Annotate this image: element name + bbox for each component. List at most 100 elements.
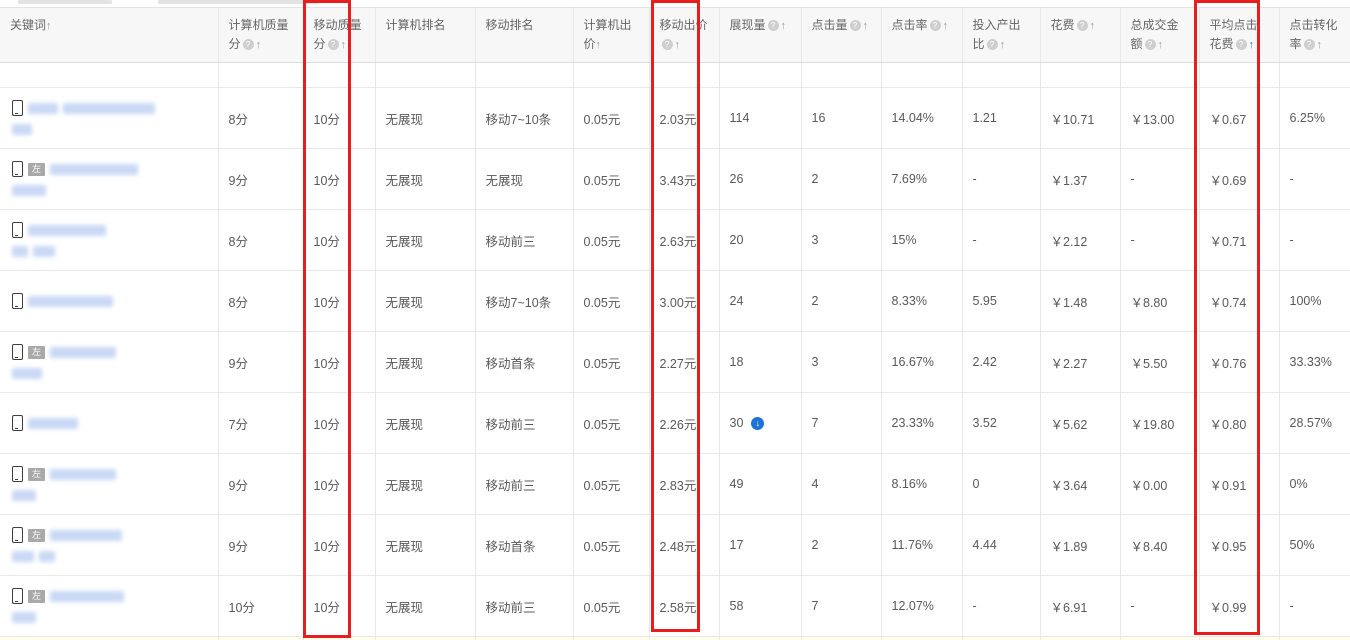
tail-cell xyxy=(475,636,574,640)
mobile-quality-score-cell: 10分 xyxy=(303,392,376,454)
help-icon[interactable]: ? xyxy=(242,39,254,50)
impressions-value: 114 xyxy=(729,111,750,125)
table-row[interactable]: 8分 10分 无展现 移动7~10条 0.05元 3.00元 24 2 8.33% 5.95 ￥1.… xyxy=(0,270,1350,332)
tail-cell xyxy=(1279,636,1350,640)
sort-ascending-icon[interactable]: ↑ xyxy=(780,20,787,32)
column-header-label: 计算机质量分 xyxy=(228,18,289,51)
redacted-keyword-subtext xyxy=(39,550,55,562)
help-icon[interactable]: ? xyxy=(1076,20,1088,31)
column-header-6[interactable]: 移动出价? ↑ xyxy=(649,7,720,63)
help-icon[interactable]: ? xyxy=(1144,39,1156,50)
sort-ascending-icon[interactable]: ↑ xyxy=(674,39,681,51)
column-header-label: 投入产出比 xyxy=(972,18,1021,51)
keyword-cell[interactable] xyxy=(0,209,219,271)
clicks-cell: 3 xyxy=(801,209,882,271)
sort-ascending-icon[interactable]: ↑ xyxy=(340,39,347,51)
sort-ascending-icon[interactable]: ↑ xyxy=(1316,39,1323,51)
keyword-cell[interactable] xyxy=(0,392,219,454)
clicks-cell: 7 xyxy=(801,392,882,454)
help-icon[interactable]: ? xyxy=(767,20,779,31)
impressions-value: 24 xyxy=(729,294,744,308)
partial-cell xyxy=(962,62,1041,88)
cost-cell: ￥5.62 xyxy=(1040,392,1121,454)
help-icon[interactable]: ? xyxy=(849,20,861,31)
column-header-1[interactable]: 计算机质量分? ↑ xyxy=(218,7,304,63)
table-row[interactable]: 8分 10分 无展现 移动7~10条 0.05元 2.03元 114 16 14.04% 1.21… xyxy=(0,87,1350,149)
help-icon[interactable]: ? xyxy=(327,39,339,50)
mobile-bid-cell: 2.63元 xyxy=(649,209,720,271)
mobile-rank-cell: 移动首条 xyxy=(475,514,574,576)
roi-cell: - xyxy=(962,575,1041,637)
redacted-keyword-subtext xyxy=(12,367,42,379)
impressions-cell: 58 xyxy=(719,575,802,637)
table-row[interactable]: 7分 10分 无展现 移动前三 0.05元 2.26元 30 ↓ 7 23.33% 3.52 ￥5.6… xyxy=(0,392,1350,454)
sort-ascending-icon[interactable]: ↑ xyxy=(255,39,262,51)
keyword-cell[interactable]: 左 xyxy=(0,453,219,515)
column-header-13[interactable]: 平均点击花费? ↑ xyxy=(1199,7,1280,63)
impressions-cell: 26 xyxy=(719,148,802,210)
sort-ascending-icon[interactable]: ↑ xyxy=(1089,20,1096,32)
help-icon[interactable]: ? xyxy=(661,39,673,50)
mobile-rank-cell: 移动前三 xyxy=(475,209,574,271)
keyword-cell[interactable] xyxy=(0,270,219,332)
mobile-phone-icon xyxy=(12,344,23,360)
table-row[interactable]: 左 9分 10分 无展现 移动首条 0.05元 2.48元 17 2 11.76% 4.44 ￥1.8… xyxy=(0,514,1350,576)
keyword-cell[interactable]: 左 xyxy=(0,148,219,210)
redacted-keyword-subtext xyxy=(12,611,36,623)
sort-ascending-icon[interactable]: ↑ xyxy=(595,39,602,51)
ctr-cell: 8.33% xyxy=(881,270,963,332)
column-header-11[interactable]: 花费? ↑ xyxy=(1040,7,1121,63)
mobile-quality-score-cell: 10分 xyxy=(303,453,376,515)
column-header-10[interactable]: 投入产出比? ↑ xyxy=(962,7,1041,63)
column-header-12[interactable]: 总成交金额? ↑ xyxy=(1120,7,1200,63)
column-header-8[interactable]: 点击量? ↑ xyxy=(801,7,882,63)
pc-quality-score-cell: 8分 xyxy=(218,270,304,332)
column-header-3[interactable]: 计算机排名 xyxy=(375,7,476,63)
redacted-keyword-subtext xyxy=(12,123,32,135)
pc-quality-score-cell: 9分 xyxy=(218,514,304,576)
table-row[interactable]: 左 10分 10分 无展现 移动前三 0.05元 2.58元 58 7 12.07% - ￥6.91-… xyxy=(0,575,1350,637)
redacted-keyword-text xyxy=(50,163,138,175)
column-header-4[interactable]: 移动排名 xyxy=(475,7,574,63)
tail-cell xyxy=(881,636,963,640)
pc-quality-score-cell: 8分 xyxy=(218,87,304,149)
column-header-2[interactable]: 移动质量分? ↑ xyxy=(303,7,376,63)
table-row[interactable]: 左 9分 10分 无展现 移动前三 0.05元 2.83元 49 4 8.16% 0 ￥3.64 ￥0.… xyxy=(0,453,1350,515)
avg-cpc-cell: ￥0.67 xyxy=(1199,87,1280,149)
tail-cell xyxy=(303,636,376,640)
table-row[interactable]: 8分 10分 无展现 移动前三 0.05元 2.63元 20 3 15% - ￥2.12- ￥0.71… xyxy=(0,209,1350,271)
avg-cpc-cell: ￥0.71 xyxy=(1199,209,1280,271)
gmv-cell: ￥8.80 xyxy=(1120,270,1200,332)
arrow-down-circle-icon[interactable]: ↓ xyxy=(751,417,765,430)
sort-ascending-icon[interactable]: ↑ xyxy=(999,39,1006,51)
sort-ascending-icon[interactable]: ↑ xyxy=(862,20,869,32)
column-header-5[interactable]: 计算机出价↑ xyxy=(573,7,650,63)
gmv-cell: ￥0.00 xyxy=(1120,453,1200,515)
table-row[interactable]: 左 9分 10分 无展现 移动首条 0.05元 2.27元 18 3 16.67% 2.42 ￥2.2… xyxy=(0,331,1350,393)
help-icon[interactable]: ? xyxy=(1303,39,1315,50)
column-header-0[interactable]: 关键词↑ xyxy=(0,7,219,63)
column-header-14[interactable]: 点击转化率? ↑ xyxy=(1279,7,1350,63)
sort-ascending-icon[interactable]: ↑ xyxy=(46,20,52,32)
avg-cpc-cell: ￥0.95 xyxy=(1199,514,1280,576)
impressions-value: 30 xyxy=(729,416,744,430)
partial-cell xyxy=(881,62,963,88)
gmv-cell: ￥5.50 xyxy=(1120,331,1200,393)
column-header-label: 点击量 xyxy=(811,18,848,32)
sort-ascending-icon[interactable]: ↑ xyxy=(1248,39,1255,51)
column-header-7[interactable]: 展现量? ↑ xyxy=(719,7,802,63)
table-row[interactable]: 左 9分 10分 无展现 无展现 0.05元 3.43元 26 2 7.69% - ￥1.37- ￥0.… xyxy=(0,148,1350,210)
help-icon[interactable]: ? xyxy=(1235,39,1247,50)
keyword-cell[interactable]: 左 xyxy=(0,331,219,393)
help-icon[interactable]: ? xyxy=(929,20,941,31)
ctr-cell: 23.33% xyxy=(881,392,963,454)
keyword-cell[interactable]: 左 xyxy=(0,575,219,637)
keyword-cell[interactable]: 左 xyxy=(0,514,219,576)
keyword-cell[interactable] xyxy=(0,87,219,149)
column-header-9[interactable]: 点击率? ↑ xyxy=(881,7,963,63)
roi-cell: 3.52 xyxy=(962,392,1041,454)
sort-ascending-icon[interactable]: ↑ xyxy=(942,20,949,32)
help-icon[interactable]: ? xyxy=(986,39,998,50)
sort-ascending-icon[interactable]: ↑ xyxy=(1157,39,1164,51)
mobile-rank-cell: 无展现 xyxy=(475,148,574,210)
